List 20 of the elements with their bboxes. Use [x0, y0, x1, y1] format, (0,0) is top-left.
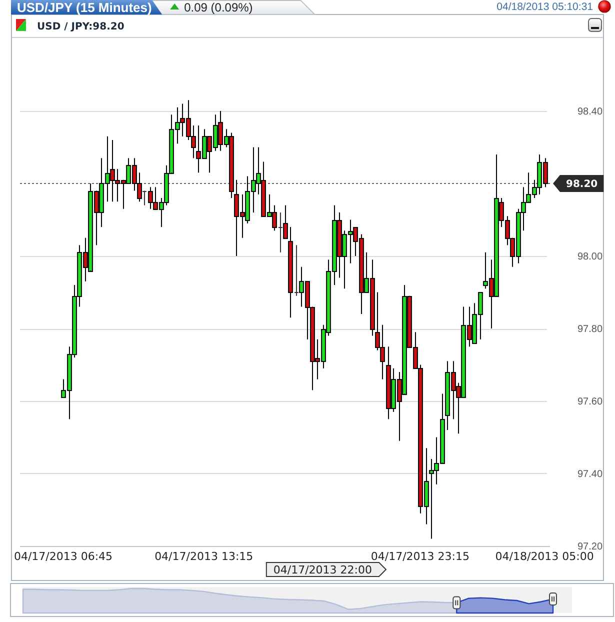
x-tick-label: 04/17/2013 13:15	[154, 550, 254, 563]
text: 04/17/2013 22:00	[273, 563, 372, 576]
y-tick-label: 98.40	[577, 106, 603, 118]
x-tick-label: 04/17/2013 06:45	[14, 550, 113, 563]
y-tick-label: 97.80	[577, 324, 603, 335]
x-tick-label: 04/17/2013 23:15	[370, 550, 470, 563]
y-tick-label: 97.40	[577, 469, 603, 480]
y-tick-label: 98.00	[577, 252, 603, 262]
chart-subtitle: USD / JPY:98.20	[37, 22, 124, 32]
candlestick	[283, 204, 288, 239]
candlestick	[288, 226, 293, 318]
candlestick	[278, 212, 283, 253]
y-tick-label: 97.20	[577, 542, 603, 552]
candlestick	[142, 190, 147, 206]
text: 04/18/2013 05:10:31	[496, 1, 594, 13]
candlestick	[294, 244, 299, 296]
x-tick-label: 04/18/2013 05:00	[495, 550, 594, 563]
text: 0.09 (0.09%)	[184, 0, 253, 14]
y-tick-label: 97.60	[577, 396, 603, 408]
ref-line-label: 98.20	[566, 179, 598, 190]
